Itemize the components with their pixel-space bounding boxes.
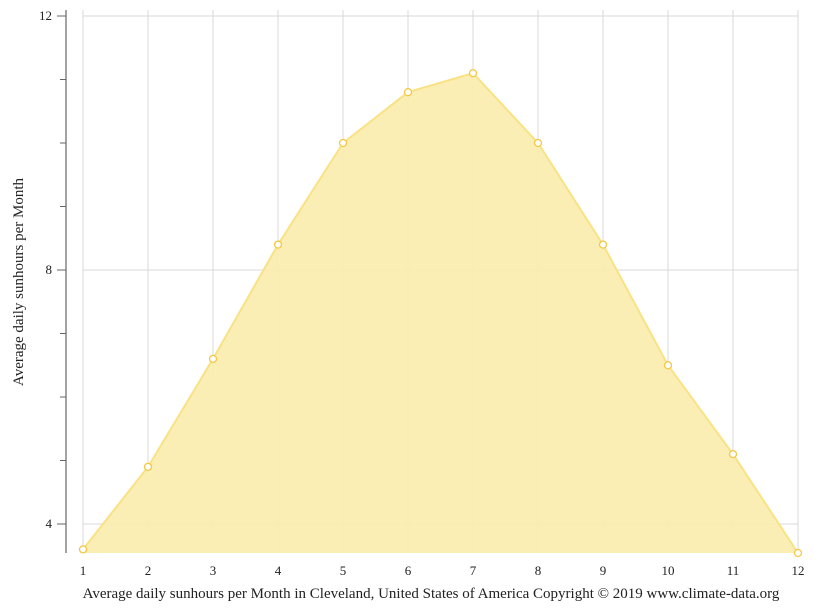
data-point-marker xyxy=(143,462,153,472)
data-point-marker xyxy=(338,138,348,148)
x-axis-title: Average daily sunhours per Month in Clev… xyxy=(83,586,780,602)
data-point-marker xyxy=(728,449,738,459)
x-tick-label: 11 xyxy=(727,563,740,578)
data-point-marker xyxy=(468,69,478,78)
data-point-marker xyxy=(78,545,88,554)
data-point-marker xyxy=(533,138,543,148)
y-tick-label: 12 xyxy=(39,8,52,23)
y-tick-label: 4 xyxy=(46,516,53,531)
x-tick-label: 9 xyxy=(600,563,607,578)
x-tick-label: 10 xyxy=(662,563,675,578)
x-tick-label: 4 xyxy=(275,563,282,578)
data-point-marker xyxy=(208,354,218,364)
y-tick-label: 8 xyxy=(46,262,53,277)
area-fill xyxy=(83,73,798,554)
x-tick-label: 1 xyxy=(80,563,87,578)
data-markers xyxy=(78,69,803,558)
x-tick-label: 2 xyxy=(145,563,152,578)
x-tick-label: 8 xyxy=(535,563,542,578)
x-tick-label: 5 xyxy=(340,563,347,578)
x-tick-label: 3 xyxy=(210,563,217,578)
x-tick-label: 7 xyxy=(470,563,477,578)
data-point-marker xyxy=(663,361,673,370)
x-tick-label: 6 xyxy=(405,563,412,578)
data-point-marker xyxy=(598,240,608,249)
x-tick-label: 12 xyxy=(792,563,805,578)
area-line xyxy=(82,72,799,554)
y-axis-title: Average daily sunhours per Month xyxy=(11,178,27,387)
data-point-marker xyxy=(793,548,803,558)
data-area xyxy=(82,72,799,554)
data-point-marker xyxy=(273,240,283,249)
data-point-marker xyxy=(403,88,413,97)
